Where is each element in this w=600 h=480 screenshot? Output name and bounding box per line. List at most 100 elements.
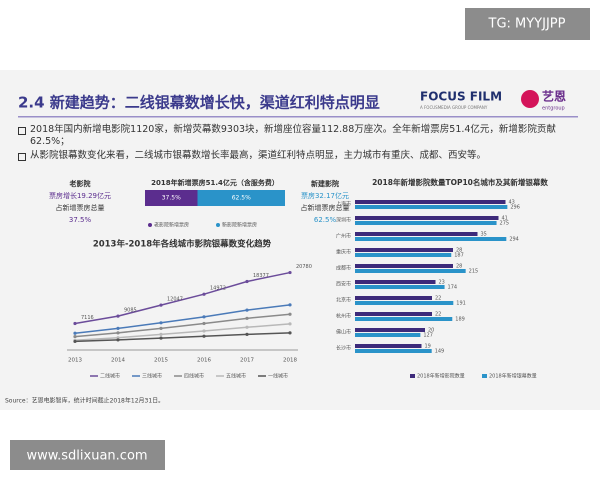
point — [245, 332, 249, 336]
bar — [355, 312, 432, 316]
point — [116, 336, 120, 340]
value-label: 12047 — [167, 297, 183, 303]
value-label: 43 — [509, 200, 515, 206]
x-tick-label: 2018 — [283, 358, 297, 364]
value-label: 22 — [435, 312, 441, 318]
point — [202, 329, 206, 333]
logo-icon — [521, 90, 539, 108]
bar-segment — [197, 190, 285, 206]
point — [202, 321, 206, 326]
series-line — [74, 332, 291, 343]
annotation: 票房32.17亿元 — [301, 191, 349, 200]
point — [159, 303, 163, 307]
value-label: 20 — [428, 328, 434, 334]
series-line — [74, 313, 291, 338]
point — [288, 312, 292, 316]
bar — [355, 264, 453, 268]
url-box — [10, 440, 165, 470]
value-label: 294 — [509, 237, 519, 243]
bar-segment — [145, 190, 198, 206]
point — [73, 339, 77, 344]
y-tick-label: 广州市 — [336, 233, 351, 240]
y-tick-label: 西安市 — [336, 281, 351, 288]
value-label: 9085 — [124, 308, 137, 314]
bar — [355, 269, 466, 273]
y-tick-label: 上海市 — [336, 201, 351, 208]
value-label: 7116 — [81, 315, 94, 321]
logo-en: entgroup — [542, 106, 565, 112]
legend-label: 二线城市 — [100, 373, 120, 380]
bar — [355, 349, 432, 353]
chart-title: 2018年新增影院数量TOP10名城市及其新增银幕数 — [372, 177, 548, 187]
legend-swatch — [410, 374, 415, 378]
bar — [355, 232, 478, 236]
legend-label: 五线城市 — [226, 373, 246, 380]
legend-label: 老影院新增票房 — [154, 222, 189, 229]
annotation: 62.5% — [314, 216, 337, 224]
title-rule — [18, 116, 578, 118]
point — [288, 303, 292, 307]
bar — [355, 205, 508, 209]
point — [159, 326, 163, 330]
point — [288, 322, 292, 326]
value-label: 37.5% — [162, 195, 181, 202]
point — [116, 331, 120, 335]
point — [159, 321, 163, 325]
value-label: 62.5% — [232, 195, 251, 202]
value-label: 215 — [469, 269, 479, 275]
point — [116, 314, 120, 318]
bar — [355, 237, 507, 241]
series-line — [74, 323, 291, 342]
legend-swatch — [482, 374, 487, 378]
legend-label: 2018年新增影院数量 — [417, 373, 465, 380]
watermark: TG: MYYJJPP — [488, 17, 566, 32]
value-label: 28 — [456, 248, 462, 254]
watermark-box — [465, 8, 590, 40]
point — [202, 292, 206, 296]
y-tick-label: 成都市 — [336, 265, 351, 272]
bar — [355, 317, 453, 321]
point — [116, 326, 120, 330]
point — [73, 321, 77, 326]
x-tick-label: 2014 — [111, 358, 125, 364]
value-label: 35 — [481, 232, 487, 238]
x-tick-label: 2016 — [197, 358, 211, 364]
bar — [355, 285, 445, 289]
source: Source：艺恩电影智库，统计时间截止2018年12月31日。 — [5, 397, 164, 405]
slide-title: 2.4 新建趋势：二线银幕数增长快，渠道红利特点明显 — [18, 94, 380, 112]
y-tick-label: 杭州市 — [336, 313, 351, 320]
bar — [355, 296, 432, 300]
legend-swatch — [216, 223, 220, 227]
value-label: 18377 — [253, 273, 269, 279]
value-label: 20780 — [296, 264, 312, 270]
logo-cn: 艺恩 — [542, 89, 566, 104]
y-tick-label: 重庆市 — [336, 249, 351, 256]
value-label: 189 — [455, 317, 465, 323]
bar — [355, 280, 436, 284]
annotation: 37.5% — [69, 216, 92, 224]
point — [159, 332, 163, 336]
value-label: 14972 — [210, 286, 226, 292]
logo-main: FOCUS FILM — [420, 90, 502, 104]
value-label: 149 — [435, 349, 445, 355]
point — [288, 270, 292, 275]
series-line — [74, 271, 291, 325]
legend-label: 2018年新增银幕数量 — [489, 373, 537, 380]
bar — [355, 200, 506, 204]
point — [202, 315, 206, 319]
annotation: 老影院 — [69, 179, 91, 188]
bar — [355, 216, 499, 220]
point — [159, 336, 163, 340]
value-label: 174 — [448, 285, 458, 291]
y-tick-label: 长沙市 — [336, 345, 351, 352]
value-label: 296 — [510, 205, 520, 211]
legend-label: 新影院新增票房 — [222, 222, 257, 229]
point — [73, 331, 77, 335]
bullet: 从影院银幕数变化来看，二线城市银幕数增长率最高，渠道红利特点明显，主力城市有重庆… — [18, 150, 590, 162]
x-tick-label: 2013 — [68, 358, 82, 364]
point — [288, 331, 292, 335]
bar — [355, 333, 421, 337]
value-label: 187 — [454, 253, 464, 259]
